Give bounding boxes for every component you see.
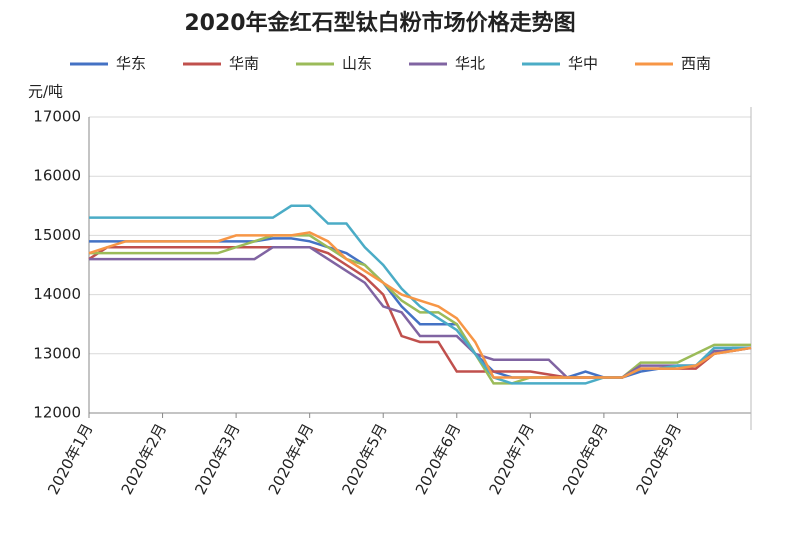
legend-label: 华中 bbox=[568, 55, 598, 73]
x-tick-label: 2020年3月 bbox=[191, 421, 243, 498]
y-axis-label: 元/吨 bbox=[28, 83, 63, 101]
series-line bbox=[89, 245, 752, 379]
legend-label: 华南 bbox=[229, 55, 259, 73]
chart-title: 2020年金红石型钛白粉市场价格走势图 bbox=[184, 10, 575, 36]
y-tick-label: 14000 bbox=[33, 285, 81, 303]
x-tick-label: 2020年8月 bbox=[559, 421, 611, 498]
y-tick-label: 15000 bbox=[33, 226, 81, 244]
legend-label: 华北 bbox=[455, 55, 485, 73]
legend-label: 山东 bbox=[342, 55, 372, 73]
x-tick-label: 2020年1月 bbox=[44, 421, 96, 498]
y-tick-label: 17000 bbox=[33, 108, 81, 126]
x-tick-label: 2020年9月 bbox=[633, 421, 685, 498]
x-tick-label: 2020年2月 bbox=[118, 421, 170, 498]
x-tick-label: 2020年5月 bbox=[338, 421, 390, 498]
y-tick-label: 16000 bbox=[33, 167, 81, 185]
legend-label: 西南 bbox=[681, 55, 711, 73]
series-line bbox=[89, 234, 751, 385]
x-tick-label: 2020年4月 bbox=[265, 421, 317, 498]
series-line bbox=[88, 231, 752, 379]
x-tick-label: 2020年7月 bbox=[485, 421, 537, 498]
y-tick-label: 12000 bbox=[33, 404, 81, 422]
x-tick-label: 2020年6月 bbox=[412, 421, 464, 498]
legend-label: 华东 bbox=[116, 55, 146, 73]
y-tick-label: 13000 bbox=[33, 344, 81, 362]
